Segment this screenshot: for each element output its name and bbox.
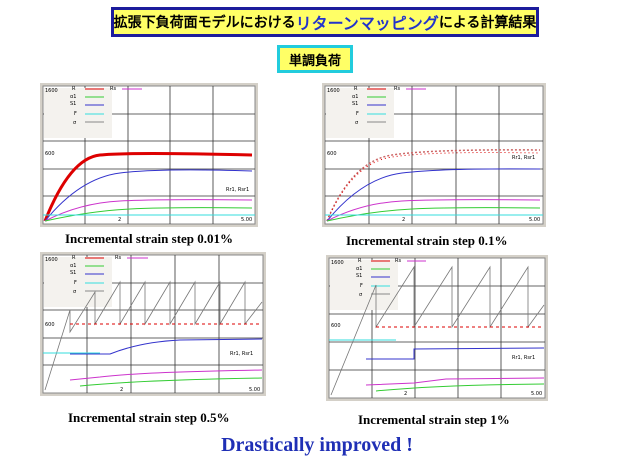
legend-r: R (72, 86, 76, 92)
y-tick-mid: 600 (45, 322, 55, 328)
legend-alpha: α1 (352, 94, 358, 100)
x-tick-mid: 2 (118, 217, 121, 223)
plot-2-svg: 1600 R Rs α1 S1 F σ 600 Rr1, Rsr1 2 5.00 (322, 83, 546, 227)
legend-r: R (72, 255, 76, 261)
curve-label: Rr1, Rsr1 (230, 351, 253, 357)
legend-s1: S1 (70, 270, 76, 276)
legend-alpha: α1 (356, 266, 362, 272)
legend-alpha: α1 (70, 94, 76, 100)
plot-panel-2: 1600 R Rs α1 S1 F σ 600 Rr1, Rsr1 2 5.00 (322, 83, 546, 227)
plot-1-svg: 1600 R Rs α1 S1 F σ 600 Rr1, Rsr1 2 5.00 (40, 83, 258, 227)
y-tick-mid: 600 (45, 151, 55, 157)
caption-1: Incremental strain step 0.01% (65, 231, 234, 246)
y-tick-top: 1600 (45, 257, 58, 263)
footer-conclusion: Drastically improved ! (221, 434, 413, 456)
legend-f: F (74, 280, 77, 286)
x-tick-end: 5.00 (529, 217, 540, 223)
legend-s1: S1 (352, 101, 358, 107)
legend-rs: Rs (115, 255, 121, 261)
legend-r: R (354, 86, 358, 92)
y-tick-top: 1600 (45, 88, 58, 94)
curve-label: Rr1, Rsr1 (226, 187, 249, 193)
legend-s1: S1 (70, 101, 76, 107)
legend-s1: S1 (356, 273, 362, 279)
y-tick-mid: 600 (327, 151, 337, 157)
x-tick-mid: 2 (402, 217, 405, 223)
plot-4-svg: 1600 R Rs α1 S1 F σ 600 Rr1, Rsr1 2 5.00 (326, 255, 548, 401)
caption-4: Incremental strain step 1% (358, 412, 510, 427)
y-tick-top: 1600 (327, 88, 340, 94)
curve-label: Rr1, Rsr1 (512, 155, 535, 161)
caption-3: Incremental strain step 0.5% (68, 410, 230, 425)
plot-panel-3: 1600 R Rs α1 S1 F σ 600 Rr1, Rsr1 2 5.00 (40, 252, 266, 396)
page-title: 拡張下負荷面モデルにおける リターンマッピング による計算結果 (111, 7, 539, 37)
legend-f: F (356, 111, 359, 117)
title-pre: 拡張下負荷面モデルにおける (113, 15, 296, 31)
legend-sigma: σ (359, 292, 363, 298)
legend-r: R (358, 258, 362, 264)
caption-2: Incremental strain step 0.1% (346, 233, 508, 248)
legend-f: F (360, 283, 363, 289)
y-tick-mid: 600 (331, 323, 341, 329)
legend-rs: Rs (394, 86, 400, 92)
legend-sigma: σ (73, 289, 77, 295)
y-tick-top: 1600 (331, 260, 344, 266)
legend-alpha: α1 (70, 263, 76, 269)
title-highlight: リターンマッピング (295, 14, 439, 33)
title-post: による計算結果 (438, 15, 537, 31)
x-tick-mid: 2 (120, 387, 123, 393)
legend-rs: Rs (395, 258, 401, 264)
x-tick-end: 5.00 (249, 387, 260, 393)
x-tick-end: 5.00 (241, 217, 252, 223)
legend-f: F (74, 111, 77, 117)
legend-rs: Rs (110, 86, 116, 92)
legend-sigma: σ (355, 120, 359, 126)
legend-sigma: σ (73, 120, 77, 126)
plot-panel-1: 1600 R Rs α1 S1 F σ 600 Rr1, Rsr1 2 5.00 (40, 83, 258, 227)
subtitle-badge: 単調負荷 (277, 45, 353, 73)
curve-label: Rr1, Rsr1 (512, 355, 535, 361)
x-tick-end: 5.00 (531, 391, 542, 397)
x-tick-mid: 2 (404, 391, 407, 397)
plot-3-svg: 1600 R Rs α1 S1 F σ 600 Rr1, Rsr1 2 5.00 (40, 252, 266, 396)
plot-panel-4: 1600 R Rs α1 S1 F σ 600 Rr1, Rsr1 2 5.00 (326, 255, 548, 401)
